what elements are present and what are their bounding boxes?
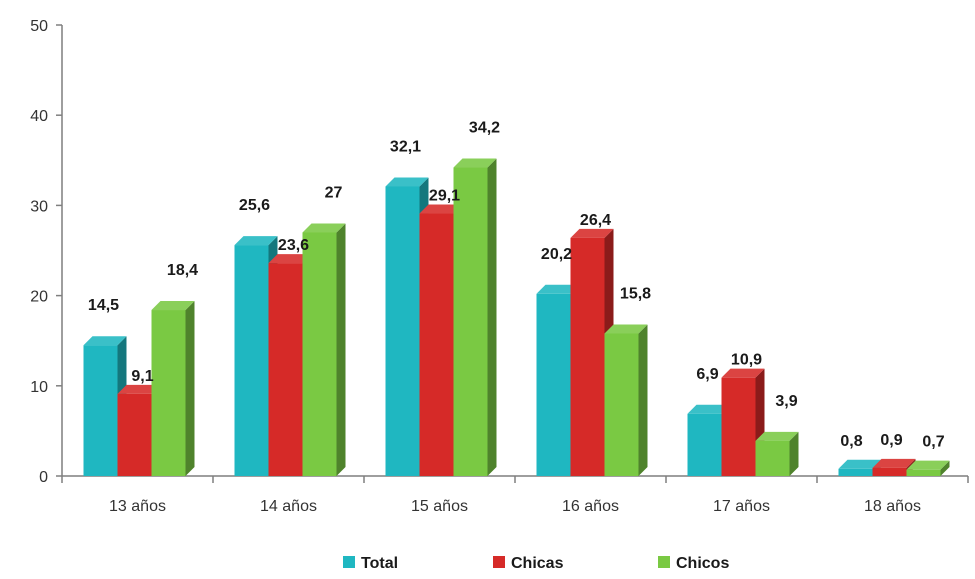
bar-side: [487, 158, 497, 477]
bar-top: [385, 177, 429, 187]
axes: 0 10 20 30 40 50 13 años 14 años 15 años 16 años 1…: [30, 18, 969, 515]
bar-front: [604, 333, 639, 476]
bar-front: [906, 469, 941, 476]
bar-side: [940, 460, 950, 476]
bar-front: [151, 310, 186, 476]
bar-front: [117, 393, 152, 476]
bar-front: [838, 468, 873, 476]
bar-top: [604, 324, 648, 334]
x-tick-label: 16 años: [562, 498, 619, 515]
bar-top: [268, 254, 312, 264]
data-label-chicas: 23,6: [278, 237, 309, 254]
x-tick-label: 17 años: [713, 498, 770, 515]
x-tick-label: 15 años: [411, 498, 468, 515]
legend-item-total: Total: [343, 555, 398, 572]
bar-top: [453, 158, 497, 168]
bar-side: [336, 223, 346, 476]
bar-front: [385, 186, 420, 476]
bar-front: [419, 213, 454, 476]
data-label-chicas: 0,9: [880, 432, 902, 449]
bar-top: [302, 223, 346, 233]
data-label-chicas: 26,4: [580, 212, 611, 229]
y-tick-label: 40: [30, 108, 48, 125]
bar-front: [453, 167, 488, 477]
legend-item-chicas: Chicas: [493, 555, 564, 572]
bar-top: [117, 384, 161, 394]
bar-chicos-2: [302, 223, 346, 476]
bar-top: [872, 458, 916, 468]
data-label-chicos: 0,7: [922, 434, 944, 451]
bar-chicos-1: [151, 301, 195, 476]
data-label-total: 20,2: [541, 246, 572, 263]
bar-front: [570, 237, 605, 476]
bar-chicas-5: [721, 368, 765, 476]
data-label-chicas: 29,1: [429, 188, 460, 205]
bar-chicos-6: [906, 460, 950, 476]
bar-side: [789, 431, 799, 476]
bar-top: [151, 301, 195, 311]
legend-item-chicos: Chicos: [658, 555, 729, 572]
data-label-total: 0,8: [840, 433, 862, 450]
data-label-chicas: 10,9: [731, 352, 762, 369]
legend-label: Chicos: [676, 555, 729, 572]
x-tick-label: 14 años: [260, 498, 317, 515]
bar-top: [906, 460, 950, 470]
y-tick-label: 30: [30, 198, 48, 215]
bar-top: [755, 431, 799, 441]
x-tick-label: 18 años: [864, 498, 921, 515]
data-label-chicos: 27: [325, 184, 343, 201]
legend: Total Chicas Chicos: [343, 555, 729, 572]
bar-side: [185, 301, 195, 476]
data-label-total: 25,6: [239, 197, 270, 214]
bar-front: [234, 245, 269, 476]
data-label-total: 14,5: [88, 297, 119, 314]
legend-label: Chicas: [511, 555, 564, 572]
bar-chicos-4: [604, 324, 648, 476]
bar-top: [687, 404, 731, 414]
legend-swatch: [658, 556, 670, 568]
data-label-chicos: 18,4: [167, 262, 198, 279]
y-tick-label: 10: [30, 379, 48, 396]
data-label-chicos: 34,2: [469, 120, 500, 137]
bars: [83, 158, 950, 477]
data-label-total: 6,9: [696, 366, 718, 383]
y-tick-label: 20: [30, 289, 48, 306]
data-label-total: 32,1: [390, 138, 421, 155]
bar-top: [721, 368, 765, 378]
y-tick-label: 0: [39, 469, 48, 486]
legend-label: Total: [361, 555, 398, 572]
bar-top: [419, 204, 463, 214]
bar-chicos-5: [755, 431, 799, 476]
bar-top: [536, 284, 580, 294]
bar-top: [838, 459, 882, 469]
data-label-chicos: 15,8: [620, 285, 651, 302]
bar-front: [721, 377, 756, 476]
legend-swatch: [493, 556, 505, 568]
bar-front: [687, 413, 722, 476]
bar-top: [83, 336, 127, 346]
legend-swatch: [343, 556, 355, 568]
bar-front: [268, 263, 303, 476]
x-tick-label: 13 años: [109, 498, 166, 515]
bar-front: [83, 345, 118, 476]
bar-side: [638, 324, 648, 476]
bar-front: [755, 440, 790, 476]
data-label-chicas: 9,1: [131, 368, 153, 385]
bar-top: [234, 236, 278, 246]
bar-top: [570, 228, 614, 238]
data-labels: 14,5 9,1 18,4 25,6 23,6 27 32,1 29,1 34,2 20,2 26,…: [88, 120, 945, 451]
data-label-chicos: 3,9: [775, 393, 797, 410]
bar-front: [302, 232, 337, 476]
y-tick-label: 50: [30, 18, 48, 35]
bar-front: [872, 467, 907, 476]
bar-front: [536, 293, 571, 476]
bar-chicos-3: [453, 158, 497, 477]
